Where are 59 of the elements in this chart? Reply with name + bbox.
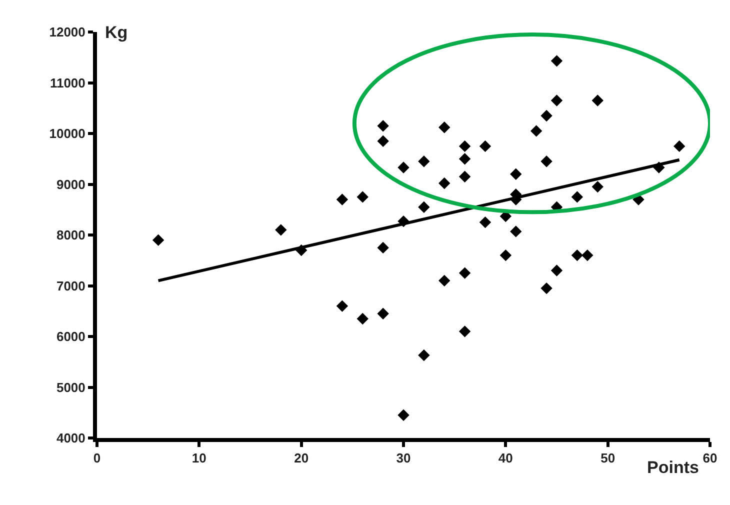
y-tick-label: 7000 xyxy=(56,278,86,294)
point xyxy=(479,140,492,152)
point xyxy=(550,55,563,67)
point xyxy=(458,326,471,338)
x-tick-label: 30 xyxy=(396,450,411,466)
point xyxy=(356,191,368,203)
point xyxy=(510,226,522,238)
point xyxy=(592,180,604,193)
point xyxy=(458,153,471,165)
point xyxy=(592,94,604,106)
point xyxy=(438,274,450,287)
point xyxy=(510,168,522,180)
point xyxy=(377,308,389,320)
point xyxy=(398,409,410,422)
point xyxy=(550,264,563,276)
point xyxy=(377,135,389,147)
point xyxy=(458,267,471,279)
point xyxy=(458,140,471,152)
y-tick-label: 5000 xyxy=(56,380,86,395)
point xyxy=(571,249,584,262)
point xyxy=(418,201,430,213)
point xyxy=(336,300,348,312)
x-tick-label: 10 xyxy=(192,450,206,466)
x-tick-label: 50 xyxy=(600,450,616,466)
point xyxy=(356,312,368,325)
y-tick-label: 6000 xyxy=(56,329,86,344)
point xyxy=(674,140,686,152)
x-tick-label: 0 xyxy=(93,450,101,466)
point xyxy=(500,249,512,262)
point xyxy=(530,125,542,137)
y-axis-title: Kg xyxy=(105,23,128,42)
x-tick-label: 20 xyxy=(294,450,309,466)
y-tick-label: 10000 xyxy=(49,126,86,142)
x-tick-label: 40 xyxy=(498,450,513,466)
point xyxy=(336,194,348,206)
point xyxy=(458,170,471,182)
x-axis-title: Points xyxy=(647,458,699,477)
point xyxy=(152,234,164,246)
point xyxy=(398,162,410,174)
y-tick-label: 8000 xyxy=(56,228,86,243)
point xyxy=(275,224,287,236)
y-tick-label: 9000 xyxy=(56,176,86,192)
point xyxy=(418,156,430,168)
point xyxy=(418,349,430,362)
y-tick-label: 4000 xyxy=(56,430,86,446)
point xyxy=(479,216,492,228)
point xyxy=(377,242,389,254)
point xyxy=(550,94,563,106)
x-tick-label: 60 xyxy=(702,450,718,466)
point xyxy=(438,122,450,134)
point xyxy=(540,282,552,294)
y-tick-label: 12000 xyxy=(49,24,86,40)
point xyxy=(540,110,552,122)
point xyxy=(582,249,594,262)
point xyxy=(438,177,450,190)
point xyxy=(377,120,389,132)
y-tick-label: 11000 xyxy=(50,75,86,90)
point xyxy=(540,156,552,168)
point xyxy=(571,191,584,203)
